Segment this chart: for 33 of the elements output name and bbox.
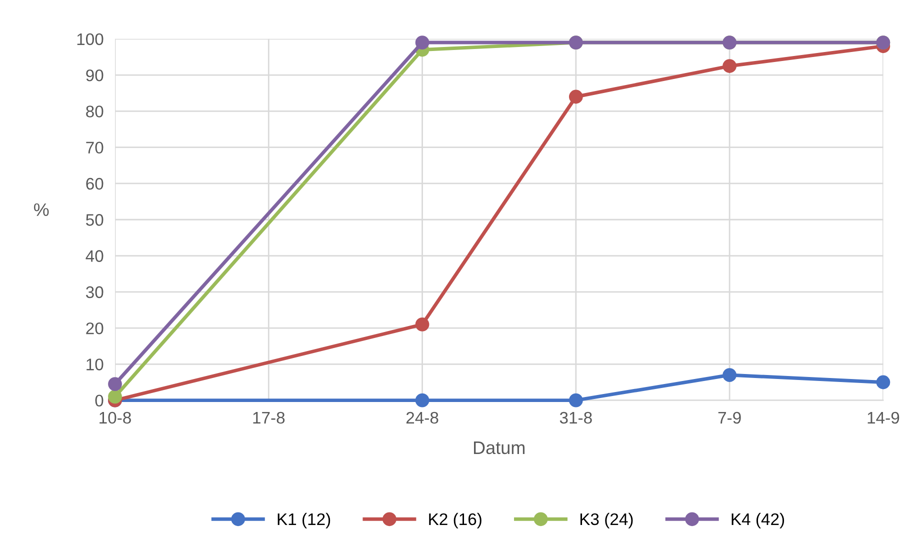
y-tick-label: 10 <box>86 358 104 370</box>
point <box>108 377 122 391</box>
point <box>722 368 737 382</box>
x-tick-label: 14-9 <box>868 412 900 424</box>
x-tick-label: 17-8 <box>253 412 285 424</box>
legend-label: K4 (42) <box>732 512 784 528</box>
y-axis-title: % <box>34 203 49 216</box>
x-tick-label: 10-8 <box>100 412 131 424</box>
y-tick-label: 50 <box>86 214 104 226</box>
y-tick-label: 40 <box>86 250 104 262</box>
y-tick-label: 30 <box>86 286 104 298</box>
y-tick-label: 70 <box>86 142 104 154</box>
y-tick-label: 90 <box>86 69 104 82</box>
legend-label: K3 (24) <box>580 512 633 528</box>
y-tick-label: 100 <box>77 33 104 46</box>
point <box>108 390 122 404</box>
legend-label: K2 (16) <box>429 512 482 528</box>
y-tick-label: 80 <box>86 106 104 118</box>
point <box>568 393 583 408</box>
point <box>415 393 430 408</box>
point <box>568 90 583 104</box>
y-tick-label: 60 <box>86 178 104 190</box>
legend-label: K1 (12) <box>278 512 330 528</box>
point <box>415 36 430 50</box>
point <box>722 59 737 73</box>
x-tick-label: 31-8 <box>560 412 592 424</box>
point <box>876 375 890 390</box>
x-tick-label: 7-9 <box>718 412 741 424</box>
x-tick-label: 24-8 <box>406 412 438 424</box>
point <box>415 317 430 332</box>
y-tick-label: 20 <box>86 322 104 334</box>
y-tick-label: 0 <box>95 394 104 407</box>
x-axis-title: Datum <box>474 442 524 454</box>
